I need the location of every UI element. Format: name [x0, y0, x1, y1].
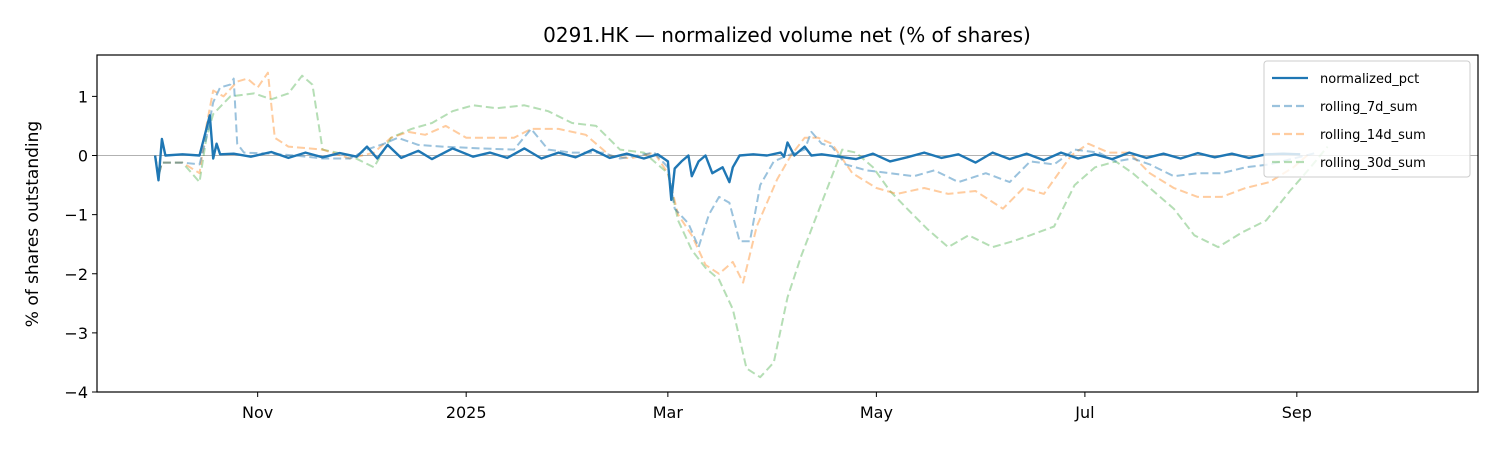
x-tick-label: Sep: [1282, 403, 1312, 422]
x-tick-label: May: [860, 403, 893, 422]
y-axis: 1 0 −1 −2 −3 −4: [64, 87, 97, 402]
x-axis: Nov 2025 Mar May Jul Sep: [242, 392, 1312, 422]
y-tick-label: −4: [64, 383, 88, 402]
plot-area: [97, 71, 1478, 379]
y-tick-label: 1: [78, 87, 88, 106]
y-tick-label: −2: [64, 265, 88, 284]
y-tick-label: 0: [78, 147, 88, 166]
legend-label: rolling_14d_sum: [1320, 128, 1426, 143]
y-tick-label: −1: [64, 206, 88, 225]
chart-title: 0291.HK — normalized volume net (% of sh…: [543, 23, 1031, 47]
x-tick-label: Jul: [1074, 403, 1094, 422]
series-line-rolling-14d-sum: [154, 71, 1312, 284]
series-line-rolling-30d-sum: [154, 74, 1329, 379]
series-line-rolling-7d-sum: [154, 77, 1318, 249]
legend: normalized_pct rolling_7d_sum rolling_14d_…: [1263, 60, 1471, 178]
x-tick-label: 2025: [446, 403, 487, 422]
series-line-normalized-pct: [153, 114, 1301, 202]
y-tick-label: −3: [64, 324, 88, 343]
legend-label: rolling_7d_sum: [1320, 100, 1418, 115]
legend-label: normalized_pct: [1320, 72, 1419, 87]
plot-frame: [96, 54, 1479, 393]
x-tick-label: Mar: [653, 403, 684, 422]
legend-box: [1263, 60, 1471, 178]
legend-label: rolling_30d_sum: [1320, 156, 1426, 171]
y-axis-label: % of shares outstanding: [23, 121, 43, 327]
x-tick-label: Nov: [242, 403, 273, 422]
